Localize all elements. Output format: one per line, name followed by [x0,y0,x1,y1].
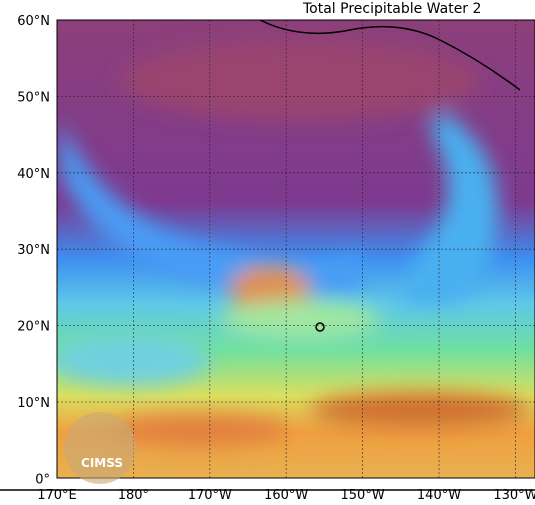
graticule [57,20,535,478]
longitude-label: 170°W [188,488,232,503]
map-frame [56,19,535,479]
longitude-label: 140°W [417,488,461,503]
latitude-label: 60°N [17,14,50,29]
longitude-label: 180° [118,488,149,503]
latitude-label: 30°N [17,243,50,258]
logo-text: CIMSS [81,456,123,470]
latitude-label: 10°N [17,396,50,411]
map-title: Total Precipitable Water 2 [302,1,481,17]
latitude-label: 0° [35,472,50,487]
latitude-label: 40°N [17,167,50,182]
longitude-label: 170°E [37,488,77,503]
logo: CIMSS [64,412,136,484]
latitude-label: 50°N [17,90,50,105]
longitude-label: 150°W [341,488,385,503]
imagery [57,20,535,478]
longitude-label: 160°W [264,488,308,503]
latitude-label: 20°N [17,320,50,335]
longitude-label: 130°W [493,488,535,503]
